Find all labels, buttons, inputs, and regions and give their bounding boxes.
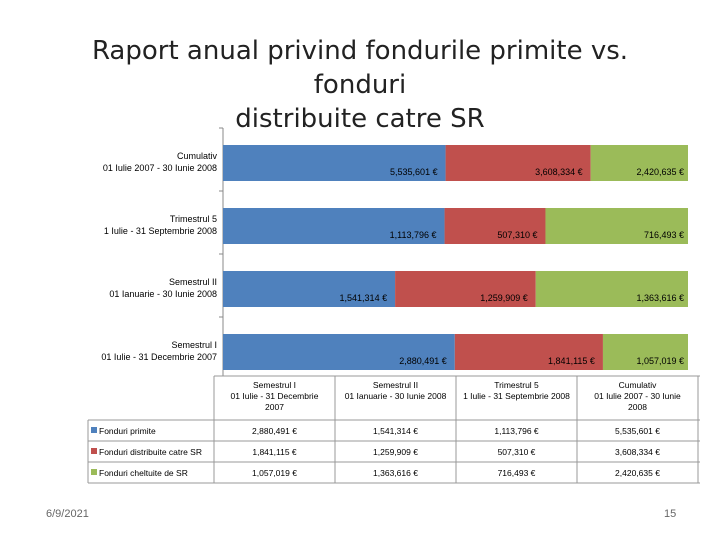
data-label: 1,363,616 € [636, 293, 684, 303]
table-header: 2007 [265, 402, 284, 412]
category-label: 1 Iulie - 31 Septembrie 2008 [104, 226, 217, 236]
data-label: 3,608,334 € [535, 167, 583, 177]
data-label: 1,259,909 € [480, 293, 528, 303]
bar-segment [223, 271, 396, 307]
legend-swatch [91, 448, 97, 454]
data-label: 1,057,019 € [636, 356, 684, 366]
table-cell: 1,841,115 € [252, 447, 297, 457]
title-line-1: Raport anual privind fondurile primite v… [91, 36, 629, 100]
bar-segment [590, 145, 688, 181]
table-cell: 1,259,909 € [373, 447, 418, 457]
legend-label: Fonduri primite [99, 426, 156, 436]
table-header: Trimestrul 5 [494, 380, 539, 390]
table-header: 01 Iulie - 31 Decembrie [231, 391, 319, 401]
data-label: 1,541,314 € [340, 293, 388, 303]
table-header: Semestrul II [373, 380, 418, 390]
legend-label: Fonduri distribuite catre SR [99, 447, 202, 457]
slide-title: Raport anual privind fondurile primite v… [60, 34, 660, 136]
data-label: 2,420,635 € [636, 167, 684, 177]
bar-segment [223, 208, 445, 244]
bar-segment [602, 334, 688, 370]
table-cell: 5,535,601 € [615, 426, 660, 436]
table-cell: 1,057,019 € [252, 468, 297, 478]
table-header: 01 Ianuarie - 30 Iunie 2008 [345, 391, 447, 401]
bar-segment [395, 271, 536, 307]
table-header: Cumulativ [619, 380, 658, 390]
table-header: 2008 [628, 402, 647, 412]
table-cell: 1,541,314 € [373, 426, 418, 436]
slide-date: 6/9/2021 [46, 508, 89, 520]
title-line-2: distribuite catre SR [235, 104, 485, 134]
data-label: 5,535,601 € [390, 167, 438, 177]
category-label: Semestrul II [169, 277, 217, 287]
bar-segment [223, 334, 455, 370]
data-label: 1,841,115 € [548, 356, 595, 366]
bar-segment [223, 145, 446, 181]
bar-segment [454, 334, 603, 370]
legend-swatch [91, 427, 97, 433]
bar-segment [444, 208, 546, 244]
table-header: 01 Iulie 2007 - 30 Iunie [594, 391, 681, 401]
bar-segment [445, 145, 591, 181]
table-cell: 2,880,491 € [252, 426, 297, 436]
category-label: 01 Ianuarie - 30 Iunie 2008 [109, 289, 217, 299]
table-cell: 716,493 € [498, 468, 536, 478]
category-label: Cumulativ [177, 151, 218, 161]
table-cell: 1,113,796 € [494, 426, 539, 436]
table-cell: 3,608,334 € [615, 447, 660, 457]
table-cell: 2,420,635 € [615, 468, 660, 478]
table-cell: 507,310 € [498, 447, 536, 457]
page-number: 15 [664, 508, 677, 520]
category-label: 01 Iulie - 31 Decembrie 2007 [101, 352, 217, 362]
data-label: 1,113,796 € [390, 230, 437, 240]
legend-swatch [91, 469, 97, 475]
category-label: Trimestrul 5 [170, 214, 217, 224]
legend-label: Fonduri cheltuite de SR [99, 468, 188, 478]
table-cell: 1,363,616 € [373, 468, 418, 478]
data-label: 507,310 € [497, 230, 537, 240]
data-label: 2,880,491 € [399, 356, 447, 366]
category-label: 01 Iulie 2007 - 30 Iunie 2008 [103, 163, 217, 173]
bar-segment [535, 271, 688, 307]
table-header: 1 Iulie - 31 Septembrie 2008 [463, 391, 570, 401]
data-label: 716,493 € [644, 230, 684, 240]
table-header: Semestrul I [253, 380, 296, 390]
category-label: Semestrul I [171, 340, 217, 350]
bar-segment [545, 208, 688, 244]
